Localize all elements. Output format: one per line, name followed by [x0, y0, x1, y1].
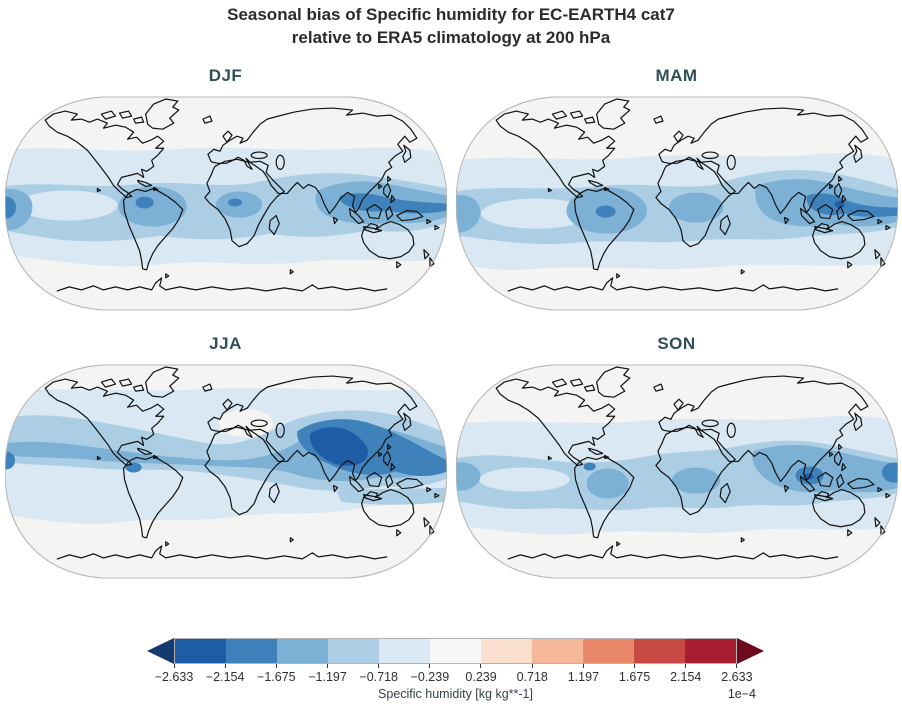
son-bias-shading: [455, 415, 898, 535]
map-djf: [4, 96, 447, 311]
colorbar-scale-note: 1e−4: [727, 687, 756, 701]
tick-mark: [480, 664, 482, 668]
panel-djf: DJF: [0, 56, 451, 315]
map-mam: [455, 96, 898, 311]
tick-mark: [684, 664, 686, 668]
contour-l4-colombia: [583, 462, 596, 471]
colorbar-caption-row: Specific humidity [kg kg**-1] 1e−4: [147, 687, 764, 701]
map-son: [455, 364, 898, 579]
contour-l3-africa: [668, 192, 723, 223]
contour-bg-pocket-europe: [218, 409, 273, 438]
contour-l2-south: [335, 487, 447, 505]
contour-l4-amazon: [595, 205, 616, 218]
contour-l3-left: [455, 462, 480, 491]
panel-title-son: SON: [657, 334, 696, 353]
colorbar-tick-labels: −2.633 −2.154 −1.675 −1.197 −0.718 −0.23…: [154, 670, 753, 684]
contour-l1-pocket: [480, 198, 592, 229]
contour-l4-left: [4, 451, 15, 470]
contour-l1-pocket: [478, 467, 570, 492]
figure-title: Seasonal bias of Specific humidity for E…: [0, 3, 902, 49]
tick-mark: [582, 664, 584, 668]
contour-l3-samerica: [586, 468, 629, 499]
colorbar-segment: [430, 639, 481, 663]
mam-bias-shading: [455, 152, 898, 270]
contour-l1-pocket: [16, 190, 118, 221]
contour-l4-panama: [125, 462, 142, 473]
tick-mark: [174, 664, 175, 668]
contour-l3-africa: [671, 467, 720, 494]
tick-mark: [327, 664, 329, 668]
colorbar-under-arrow: [147, 638, 174, 664]
contour-l4-indonesia: [806, 193, 898, 217]
contour-l3-indian-pacific: [751, 445, 898, 493]
panel-title-mam: MAM: [655, 66, 698, 85]
figure-title-line2: relative to ERA5 climatology at 200 hPa: [291, 28, 611, 47]
colorbar-segment: [685, 639, 736, 663]
contour-l4-left: [4, 196, 16, 219]
panel-mam: MAM: [451, 56, 902, 315]
map-jja: [4, 364, 447, 579]
tick-mark: [429, 664, 431, 668]
colorbar-segment: [277, 639, 328, 663]
figure-title-line1: Seasonal bias of Specific humidity for E…: [227, 5, 675, 24]
contour-l5-india-core: [309, 427, 368, 466]
colorbar-segment: [634, 639, 685, 663]
colorbar-segment: [379, 639, 430, 663]
colorbar-label: Specific humidity [kg kg**-1]: [378, 687, 533, 701]
tick-mark: [735, 664, 737, 668]
colorbar-segment: [532, 639, 583, 663]
contour-l4-amazon: [135, 196, 154, 209]
panel-title-djf: DJF: [208, 66, 243, 85]
tick-mark: [633, 664, 635, 668]
colorbar-segment: [175, 639, 226, 663]
tick-mark: [276, 664, 278, 668]
tick-mark: [378, 664, 380, 668]
colorbar-over-arrow: [737, 638, 764, 664]
tick-mark: [531, 664, 533, 668]
contour-l3-left: [455, 195, 480, 233]
panel-jja: JJA: [0, 324, 451, 583]
colorbar-segments: [174, 638, 737, 664]
colorbar-segment: [226, 639, 277, 663]
contour-l3-amazon: [118, 186, 187, 227]
colorbar-bar: [147, 638, 764, 664]
contour-l4-africa: [227, 198, 242, 207]
colorbar-segment: [328, 639, 379, 663]
colorbar-tickmarks: [174, 664, 737, 668]
colorbar-segment: [481, 639, 532, 663]
contour-l4-right-edge: [881, 462, 898, 483]
panel-title-jja: JJA: [209, 334, 242, 353]
panel-son: SON: [451, 324, 902, 583]
tick-mark: [225, 664, 227, 668]
contour-l4-indonesia: [339, 193, 447, 214]
colorbar-segment: [583, 639, 634, 663]
djf-bias-shading: [4, 147, 447, 267]
colorbar: −2.633 −2.154 −1.675 −1.197 −0.718 −0.23…: [147, 638, 764, 701]
